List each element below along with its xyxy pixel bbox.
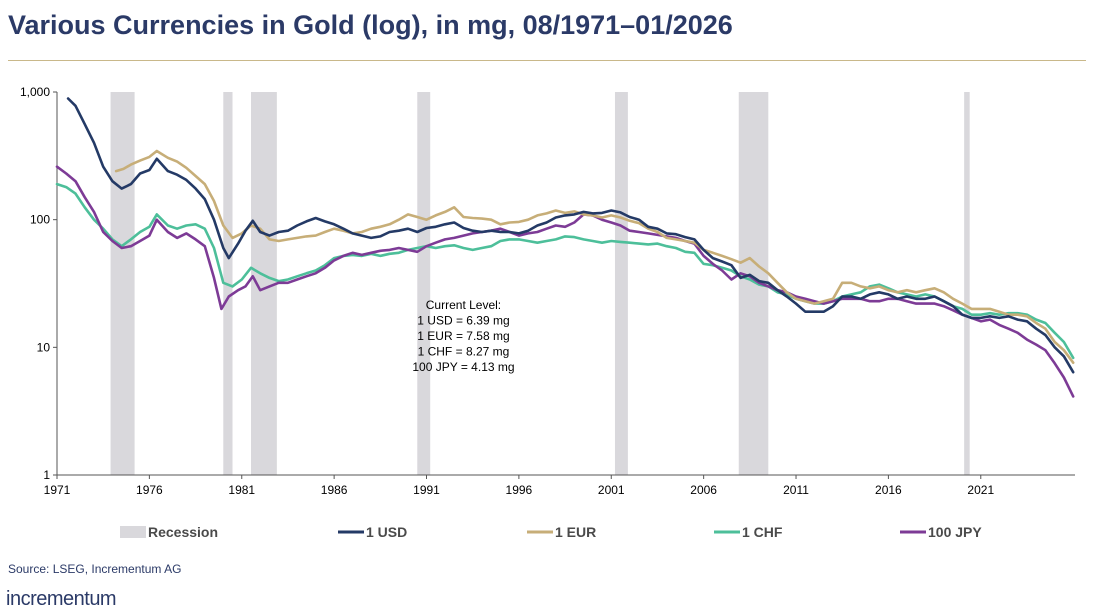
legend-label-1-usd: 1 USD — [366, 524, 407, 540]
y-tick-label: 100 — [30, 213, 50, 227]
annotation-line-4: 1 CHF = 8.27 mg — [418, 344, 510, 358]
x-tick-label: 1991 — [413, 483, 440, 497]
x-tick-label: 2006 — [690, 483, 717, 497]
y-tick-label: 1 — [43, 468, 50, 482]
annotation-line-5: 100 JPY = 4.13 mg — [412, 360, 514, 374]
y-tick-label: 1,000 — [20, 85, 50, 99]
axes: 1 10 100 1,000 1971 1976 1981 1986 1991 1996 2001 2… — [20, 85, 1075, 497]
gold-chart: 1 10 100 1,000 1971 1976 1981 1986 1991 1996 2001 2… — [20, 85, 1075, 540]
recession-band-5 — [614, 92, 628, 475]
x-tick-label: 2016 — [875, 483, 902, 497]
recession-band-4 — [417, 92, 431, 475]
brand-logo: incrementum — [6, 588, 117, 610]
source-note: Source: LSEG, Incrementum AG — [8, 562, 182, 576]
y-tick-label: 10 — [37, 340, 51, 354]
legend: Recession 1 USD 1 EUR 1 CHF 100 JPY — [120, 524, 982, 540]
series-line-1-eur — [114, 149, 1075, 364]
recession-band-3 — [250, 92, 277, 475]
x-tick-label: 1996 — [506, 483, 533, 497]
recession-band-7 — [964, 92, 970, 475]
title-divider — [8, 60, 1086, 61]
legend-label-1-eur: 1 EUR — [555, 524, 596, 540]
series-line-100-jpy — [55, 165, 1075, 398]
x-tick-label: 2001 — [598, 483, 625, 497]
series-line-1-chf — [55, 182, 1075, 360]
legend-label-100-jpy: 100 JPY — [928, 524, 982, 540]
current-level-annotation: Current Level:1 USD = 6.39 mg 1 EUR = 7.5… — [412, 298, 514, 374]
x-tick-label: 2011 — [783, 483, 809, 497]
legend-swatch-recession — [120, 526, 146, 538]
x-tick-label: 1981 — [228, 483, 255, 497]
annotation-line-2: 1 USD = 6.39 mg — [417, 313, 509, 327]
annotation-line-1: Current Level: — [426, 298, 501, 312]
annotation-line-3: 1 EUR = 7.58 mg — [417, 329, 509, 343]
x-tick-label: 1986 — [321, 483, 348, 497]
series-lines — [55, 97, 1075, 398]
recession-bands — [110, 92, 970, 475]
x-tick-label: 2021 — [967, 483, 994, 497]
x-tick-label: 1976 — [136, 483, 163, 497]
x-tick-label: 1971 — [44, 483, 71, 497]
page-title: Various Currencies in Gold (log), in mg,… — [8, 10, 733, 40]
series-line-1-usd — [66, 97, 1075, 374]
recession-band-1 — [110, 92, 135, 475]
legend-label-1-chf: 1 CHF — [742, 524, 783, 540]
legend-label-recession: Recession — [148, 524, 218, 540]
